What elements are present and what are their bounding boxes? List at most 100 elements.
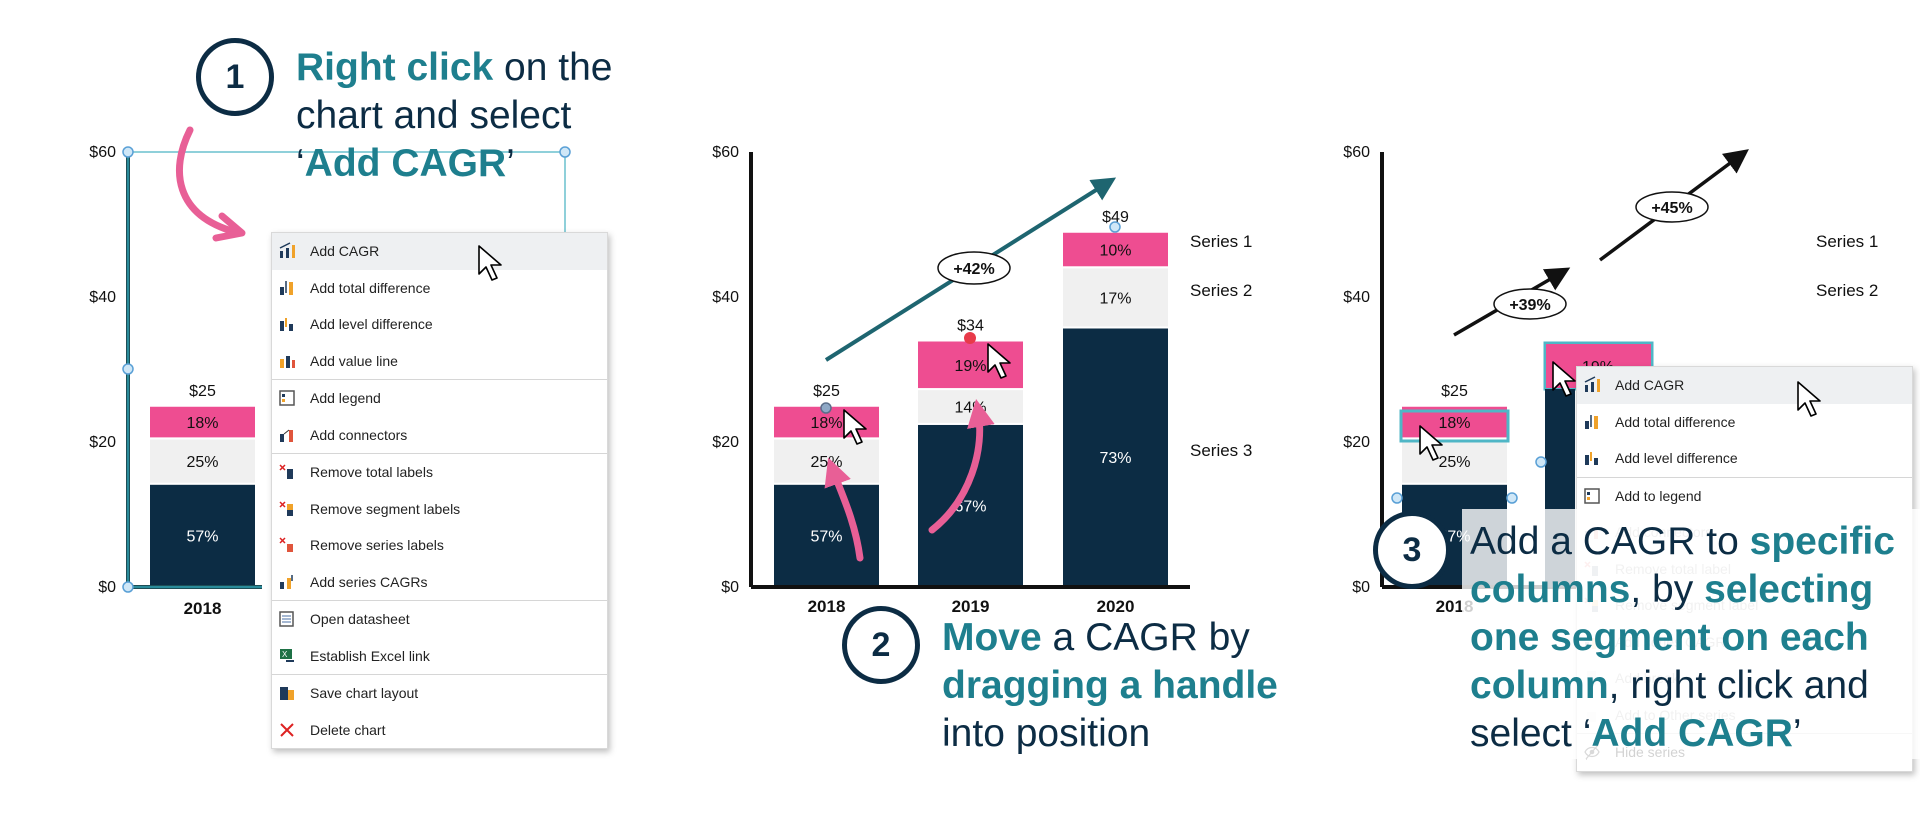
segment-label: 25% [1438, 454, 1470, 471]
instruction-text: ‘ [296, 142, 305, 185]
menu-item-remove-series-labels[interactable]: Remove series labels [272, 527, 607, 564]
menu-item-label: Remove series labels [310, 537, 444, 554]
menu-item-label: Add legend [310, 390, 381, 407]
bar-segment [916, 422, 1025, 588]
selection-handle [1535, 456, 1547, 468]
menu-item-label: Add level difference [1615, 450, 1738, 467]
menu-item-add-value-line[interactable]: Add value line [272, 343, 607, 380]
menu-item-add-series-cagrs[interactable]: Add series CAGRs [272, 564, 607, 601]
selection-handle [122, 581, 134, 593]
cagr-bubble [1635, 191, 1709, 223]
menu-item-add-cagr[interactable]: Add CAGR [272, 233, 607, 270]
instruction-line: column, right click and [1470, 662, 1895, 710]
connectors-icon [278, 426, 296, 444]
menu-item-add-legend[interactable]: Add legend [272, 379, 607, 417]
y-tick-label: $0 [721, 579, 739, 596]
menu-item-label: Add total difference [1615, 413, 1736, 430]
step-3-number: 3 [1373, 511, 1451, 589]
segment-label: 25% [186, 454, 218, 471]
cagr-handle [820, 402, 832, 414]
menu-item-label: Open datasheet [310, 611, 410, 628]
remove-total-labels-icon [278, 463, 296, 481]
instruction-line: ‘Add CAGR’ [296, 140, 613, 188]
total-label: $49 [1102, 209, 1129, 226]
instruction-highlight: column [1470, 664, 1609, 707]
step-3-text-backdrop [1462, 509, 1920, 759]
instruction-line: Add a CAGR to specific [1470, 518, 1895, 566]
y-tick-label: $0 [98, 579, 116, 596]
total-difference-icon [278, 279, 296, 297]
menu-item-label: Add CAGR [310, 243, 380, 260]
remove-segment-labels-icon [278, 500, 296, 518]
cagr-bubble [1493, 288, 1567, 320]
selection-handle [559, 146, 571, 158]
segment-label: 57% [810, 528, 842, 545]
cagr-annotation: +42% [820, 177, 1121, 414]
menu-item-label: Add value line [310, 352, 398, 369]
delete-icon [278, 721, 296, 739]
segment-label: 19% [954, 358, 986, 375]
segment-label: 10% [1099, 243, 1131, 260]
y-tick-label: $20 [712, 434, 739, 451]
menu-item-remove-total-labels[interactable]: Remove total labels [272, 453, 607, 491]
menu-item-add-total-difference[interactable]: Add total difference [1577, 404, 1912, 441]
instruction-highlight: Add CAGR [1591, 712, 1793, 755]
menu-item-label: Add total difference [310, 279, 431, 296]
menu-item-label: Add to legend [1615, 487, 1702, 504]
series-label: Series 3 [1190, 441, 1252, 460]
drag-arrow [928, 398, 995, 534]
cagr-icon [1583, 376, 1601, 394]
y-tick-label: $40 [712, 289, 739, 306]
datasheet-icon [278, 610, 296, 628]
instruction-text: Add a CAGR to [1470, 520, 1750, 563]
legend-icon [278, 389, 296, 407]
instruction-line: one segment on each [1470, 614, 1895, 662]
svg-text:X: X [282, 650, 288, 659]
menu-item-establish-excel-link[interactable]: X Establish Excel link [272, 638, 607, 675]
menu-item-label: Remove segment labels [310, 500, 461, 517]
value-line-icon [278, 352, 296, 370]
instruction-line: select ‘Add CAGR’ [1470, 710, 1895, 758]
menu-item-delete-chart[interactable]: Delete chart [272, 712, 607, 749]
instruction-highlight: Add CAGR [304, 142, 507, 185]
remove-series-labels-icon [278, 536, 296, 554]
chart-context-menu: Add CAGR Add total difference Add level di… [271, 232, 608, 749]
y-tick-label: $60 [89, 144, 116, 161]
menu-item-label: Add CAGR [1615, 377, 1685, 394]
curved-arrow [176, 126, 239, 236]
series-label: Series 2 [1816, 281, 1878, 300]
step-1-number: 1 [196, 38, 274, 116]
menu-item-label: Add level difference [310, 316, 433, 333]
bar-segment [1061, 230, 1170, 269]
instruction-line: into position [942, 710, 1278, 758]
bar-segment [148, 404, 257, 440]
menu-item-add-cagr[interactable]: Add CAGR [1577, 367, 1912, 404]
y-tick-label: $40 [89, 289, 116, 306]
menu-item-add-level-difference[interactable]: Add level difference [1577, 440, 1912, 477]
series-cagrs-icon [278, 573, 296, 591]
cagr-bubble [937, 251, 1011, 285]
cagr-label: +39% [1509, 297, 1550, 314]
drag-target-dot [964, 332, 976, 344]
menu-item-remove-segment-labels[interactable]: Remove segment labels [272, 491, 607, 528]
menu-item-add-level-difference[interactable]: Add level difference [272, 306, 607, 343]
menu-item-open-datasheet[interactable]: Open datasheet [272, 600, 607, 638]
menu-item-add-connectors[interactable]: Add connectors [272, 417, 607, 454]
y-tick-label: $0 [1352, 579, 1370, 596]
menu-item-add-total-difference[interactable]: Add total difference [272, 270, 607, 307]
segment-label: 18% [186, 415, 218, 432]
x-tick-label: 2020 [1097, 597, 1135, 616]
selection-frame [122, 146, 571, 593]
instruction-highlight: Right click [296, 46, 494, 89]
instruction-text: chart and select [296, 94, 572, 137]
instruction-text: a CAGR by [1041, 616, 1250, 659]
instruction-text: , right click and [1608, 664, 1869, 707]
instruction-highlight: Move [942, 616, 1042, 659]
bar-segment [148, 482, 257, 588]
instruction-line: Right click on the [296, 44, 613, 92]
series-label: Series 1 [1816, 232, 1878, 251]
menu-item-add-to-legend[interactable]: Add to legend [1577, 476, 1912, 515]
segment-label: 67% [954, 498, 986, 515]
menu-item-save-chart-layout[interactable]: Save chart layout [272, 674, 607, 712]
level-difference-icon [278, 315, 296, 333]
